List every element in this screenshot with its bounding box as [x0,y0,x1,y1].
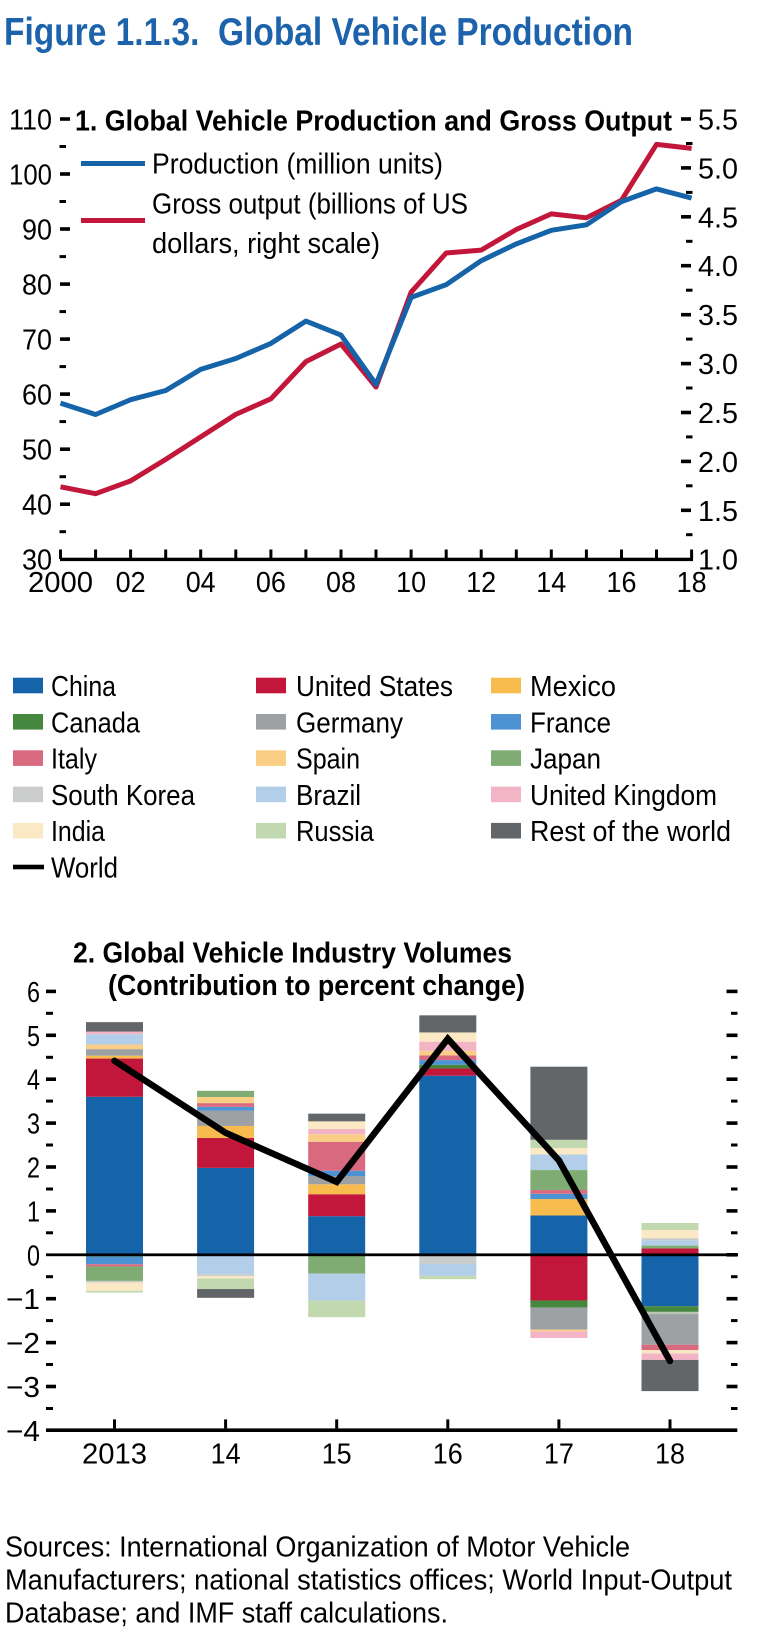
svg-text:30: 30 [22,545,52,577]
svg-text:10: 10 [396,567,426,599]
svg-text:2. Global Vehicle Industry Vol: 2. Global Vehicle Industry Volumes [73,938,512,970]
svg-text:70: 70 [22,325,52,357]
svg-text:France: France [530,707,611,739]
svg-text:60: 60 [22,380,52,412]
svg-text:08: 08 [326,567,356,599]
svg-text:15: 15 [322,1439,352,1471]
svg-text:Brazil: Brazil [296,780,361,812]
svg-text:Russia: Russia [296,816,375,848]
svg-text:India: India [51,816,106,848]
svg-text:−2: −2 [6,1328,40,1360]
svg-text:Mexico: Mexico [530,671,616,703]
svg-text:Rest of the world: Rest of the world [530,816,731,848]
svg-text:4: 4 [27,1065,40,1097]
svg-text:−4: −4 [6,1416,40,1448]
svg-text:−1: −1 [6,1284,40,1316]
svg-text:5.5: 5.5 [698,105,738,137]
svg-text:100: 100 [9,160,52,192]
svg-text:3: 3 [27,1109,40,1141]
svg-text:17: 17 [544,1439,574,1471]
svg-text:12: 12 [466,567,496,599]
svg-text:World: World [51,853,118,885]
svg-text:−3: −3 [6,1372,40,1404]
svg-text:14: 14 [536,567,566,599]
svg-text:Canada: Canada [51,707,141,739]
svg-text:1.0: 1.0 [698,545,738,577]
svg-text:2013: 2013 [82,1439,147,1471]
svg-text:Manufacturers; national statis: Manufacturers; national statistics offic… [5,1565,732,1597]
svg-text:1.5: 1.5 [698,496,738,528]
svg-text:50: 50 [22,435,52,467]
svg-text:Figure 1.1.3. Global Vehicle: Figure 1.1.3. Global Vehicle Production [4,11,633,54]
svg-text:2: 2 [27,1153,40,1185]
svg-text:Gross output (billions of US: Gross output (billions of US [152,188,468,220]
svg-text:United States: United States [296,671,453,703]
svg-text:90: 90 [22,215,52,247]
svg-text:18: 18 [655,1439,685,1471]
svg-text:dollars, right scale): dollars, right scale) [152,228,380,260]
svg-text:Production (million units): Production (million units) [152,149,443,181]
svg-text:16: 16 [433,1439,463,1471]
svg-text:18: 18 [677,567,707,599]
svg-text:40: 40 [22,490,52,522]
svg-text:United Kingdom: United Kingdom [530,780,717,812]
svg-text:2.5: 2.5 [698,398,738,430]
svg-text:04: 04 [186,567,216,599]
svg-text:Database; and IMF staff calcul: Database; and IMF staff calculations. [5,1598,448,1630]
svg-text:4.5: 4.5 [698,202,738,234]
svg-text:South Korea: South Korea [51,780,196,812]
svg-text:1: 1 [27,1196,40,1228]
svg-text:2000: 2000 [28,567,93,599]
svg-text:Japan: Japan [530,744,601,776]
svg-text:0: 0 [27,1240,40,1272]
svg-text:3.5: 3.5 [698,300,738,332]
svg-text:6: 6 [27,977,40,1009]
svg-text:5.0: 5.0 [698,153,738,185]
svg-text:02: 02 [116,567,146,599]
svg-text:4.0: 4.0 [698,251,738,283]
svg-text:06: 06 [256,567,286,599]
svg-text:1. Global Vehicle Production a: 1. Global Vehicle Production and Gross O… [75,106,672,138]
svg-text:China: China [51,671,117,703]
svg-text:5: 5 [27,1021,40,1053]
svg-text:3.0: 3.0 [698,349,738,381]
svg-text:Sources: International Organiz: Sources: International Organization of M… [5,1532,630,1564]
svg-text:Spain: Spain [296,744,360,776]
svg-text:2.0: 2.0 [698,447,738,479]
svg-text:14: 14 [211,1439,241,1471]
svg-text:16: 16 [607,567,637,599]
svg-text:Germany: Germany [296,707,403,739]
svg-text:110: 110 [9,105,52,137]
svg-text:(Contribution to percent chang: (Contribution to percent change) [108,970,525,1002]
svg-text:Italy: Italy [51,744,97,776]
svg-text:80: 80 [22,270,52,302]
